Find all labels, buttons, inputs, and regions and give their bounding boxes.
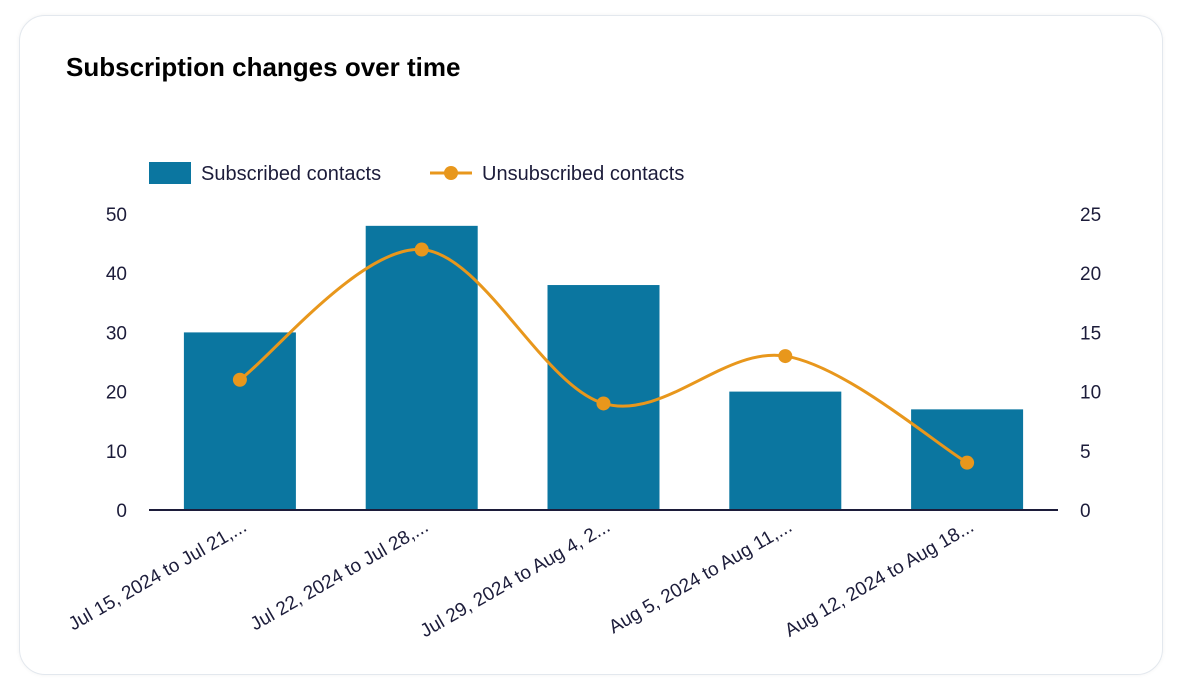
x-axis-tick: Jul 15, 2024 to Jul 21,... <box>65 516 250 635</box>
left-axis-tick: 50 <box>106 205 127 226</box>
bar <box>729 391 842 510</box>
left-axis-tick: 10 <box>106 442 127 463</box>
x-axis-tick: Aug 5, 2024 to Aug 11,... <box>605 516 795 638</box>
right-axis-tick: 20 <box>1080 264 1101 285</box>
legend-marker-unsubscribed <box>444 166 458 180</box>
legend-label-subscribed: Subscribed contacts <box>201 163 381 185</box>
right-axis-tick: 5 <box>1080 442 1091 463</box>
right-axis-tick: 10 <box>1080 383 1101 404</box>
left-axis-tick: 0 <box>116 501 127 522</box>
x-axis-tick: Aug 12, 2024 to Aug 18... <box>781 516 977 641</box>
bar <box>183 332 296 510</box>
left-axis-tick: 30 <box>106 323 127 344</box>
legend-swatch-subscribed <box>149 162 191 184</box>
bar <box>365 225 478 510</box>
x-axis-tick: Jul 22, 2024 to Jul 28,... <box>247 516 432 635</box>
left-axis-tick: 40 <box>106 264 127 285</box>
right-axis-tick: 0 <box>1080 501 1091 522</box>
line-point <box>778 349 793 364</box>
line-point <box>414 242 429 257</box>
x-axis-tick: Jul 29, 2024 to Aug 4, 2... <box>417 516 614 642</box>
line-point <box>232 372 247 387</box>
right-axis-tick: 15 <box>1080 323 1101 344</box>
line-point <box>960 455 975 470</box>
chart-title: Subscription changes over time <box>66 52 461 82</box>
line-point <box>596 396 611 411</box>
left-axis-tick: 20 <box>106 383 127 404</box>
legend-label-unsubscribed: Unsubscribed contacts <box>482 163 684 185</box>
right-axis-tick: 25 <box>1080 205 1101 226</box>
